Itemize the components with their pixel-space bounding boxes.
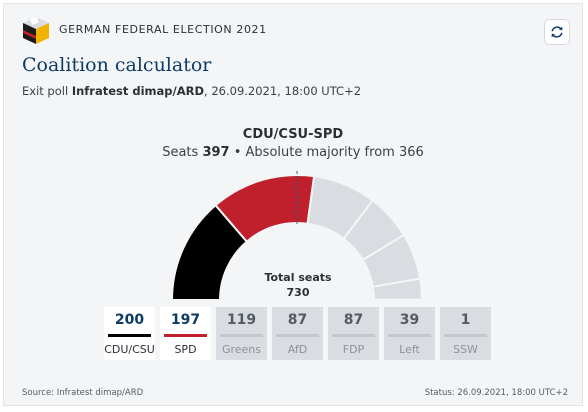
subtitle-suffix: , 26.09.2021, 18:00 UTC+2 [204,84,362,98]
majority-text: • Absolute majority from 366 [233,145,424,160]
page-title: Coalition calculator [22,54,212,76]
total-seats: Total seats 730 [251,270,345,300]
party-seats: 119 [226,312,257,328]
party-tile-ssw[interactable]: 1 SSW [440,307,491,360]
party-seats: 87 [287,312,308,328]
source-note: Source: Infratest dimap/ARD [22,388,144,398]
party-tile-greens[interactable]: 119 Greens [216,307,267,360]
seat-arc-chart [170,171,424,301]
subtitle-source: Infratest dimap/ARD [71,84,205,98]
coalition-seats-line: Seats 397 • Absolute majority from 366 [4,145,582,160]
seat-segment-ssw [372,298,424,301]
coalition-seat-count: 397 [202,145,230,160]
ballot-box-logo-icon [23,16,49,44]
refresh-button[interactable] [544,19,570,45]
party-name: AfD [287,343,308,356]
party-color-bar [108,334,151,337]
party-color-bar [276,334,319,337]
party-name: Greens [221,343,262,356]
party-color-bar [164,334,207,337]
status-note: Status: 26.09.2021, 18:00 UTC+2 [424,388,568,398]
party-color-bar [388,334,431,337]
total-seats-value: 730 [286,286,310,299]
party-name: SPD [174,343,197,356]
kicker-text: GERMAN FEDERAL ELECTION 2021 [59,23,267,36]
party-name: Left [399,343,420,356]
party-tile-left[interactable]: 39 Left [384,307,435,360]
total-seats-label: Total seats [264,271,332,284]
party-name: CDU/CSU [104,343,155,356]
party-tile-fdp[interactable]: 87 FDP [328,307,379,360]
party-name: SSW [453,343,478,356]
party-seats: 39 [399,312,420,328]
party-seats: 200 [114,312,145,328]
refresh-icon [551,26,563,38]
subtitle-prefix: Exit poll [22,84,69,98]
party-color-bar [220,334,263,337]
party-tile-cdu-csu[interactable]: 200 CDU/CSU [104,307,155,360]
party-seats: 87 [343,312,364,328]
party-seats: 1 [460,312,471,328]
party-color-bar [332,334,375,337]
party-seats: 197 [170,312,201,328]
party-tile-spd[interactable]: 197 SPD [160,307,211,360]
party-tile-afd[interactable]: 87 AfD [272,307,323,360]
party-color-bar [444,334,487,337]
coalition-calculator-card: GERMAN FEDERAL ELECTION 2021 Coalition c… [3,3,583,406]
coalition-name: CDU/CSU-SPD [242,127,344,142]
seats-label: Seats [162,145,199,160]
subtitle: Exit poll Infratest dimap/ARD, 26.09.202… [22,84,361,98]
party-name: FDP [342,343,365,356]
